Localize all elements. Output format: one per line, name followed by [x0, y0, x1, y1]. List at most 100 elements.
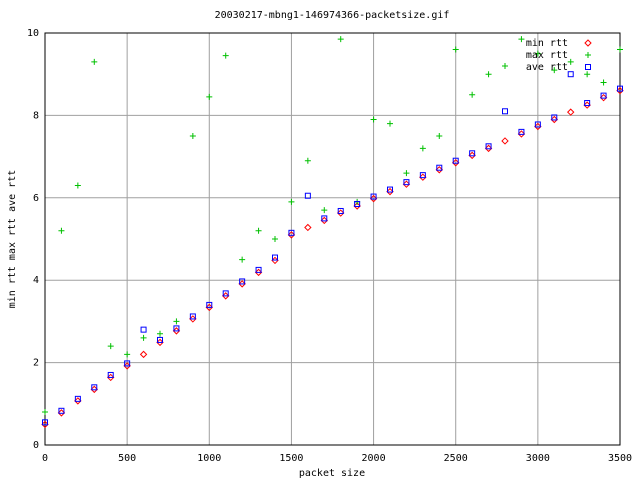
chart-title: 20030217-mbng1-146974366-packetsize.gif [215, 10, 450, 21]
point [617, 85, 623, 92]
point [534, 50, 541, 57]
point [222, 290, 229, 297]
point [469, 150, 476, 157]
point [321, 215, 328, 222]
x-tick-label: 3000 [526, 453, 550, 464]
point [255, 266, 262, 273]
point [419, 145, 426, 152]
point [534, 121, 541, 128]
point [74, 182, 81, 189]
point [91, 384, 98, 391]
point [140, 326, 147, 333]
point [469, 91, 476, 98]
point [452, 157, 459, 164]
point [403, 170, 410, 177]
point [518, 36, 525, 43]
point [107, 343, 114, 350]
point [189, 133, 196, 139]
point [173, 325, 180, 332]
point [436, 133, 443, 139]
point [452, 46, 459, 53]
y-tick-label: 6 [33, 193, 39, 204]
point [485, 71, 492, 78]
point [272, 254, 278, 261]
point [288, 229, 295, 236]
point [419, 172, 426, 179]
point [206, 93, 213, 100]
x-tick-label: 0 [42, 453, 48, 464]
x-axis-label: packet size [299, 468, 365, 479]
point [58, 227, 65, 234]
point [502, 108, 508, 115]
point [157, 336, 163, 343]
point [502, 62, 508, 69]
point [600, 92, 607, 99]
point [304, 157, 311, 164]
point [124, 360, 131, 367]
legend-marker [585, 64, 591, 70]
point [354, 200, 361, 207]
point [255, 227, 262, 234]
point [140, 334, 147, 341]
point [239, 256, 246, 263]
point [42, 409, 48, 416]
point [617, 46, 623, 53]
point [567, 71, 574, 78]
x-tick-label: 1500 [279, 453, 303, 464]
point [42, 419, 48, 426]
y-tick-label: 8 [33, 110, 39, 121]
point [222, 52, 229, 59]
legend-label: ave rtt [526, 62, 568, 73]
y-tick-label: 2 [33, 358, 39, 369]
point [189, 313, 196, 320]
point [107, 371, 114, 378]
point [58, 407, 65, 414]
point [370, 116, 377, 123]
y-tick-label: 4 [33, 275, 39, 286]
x-tick-label: 500 [118, 453, 136, 464]
x-tick-label: 1000 [197, 453, 221, 464]
plot-frame [44, 32, 621, 446]
legend-marker [585, 52, 591, 58]
point [337, 36, 344, 43]
point [485, 143, 492, 150]
point [337, 207, 344, 214]
point [124, 351, 131, 358]
point [551, 67, 558, 74]
point [567, 58, 574, 65]
legend-label: max rtt [526, 50, 568, 61]
point [584, 71, 591, 78]
point [139, 350, 148, 359]
point [304, 223, 312, 232]
point [518, 128, 525, 135]
point [91, 58, 98, 65]
point [436, 164, 443, 171]
point [567, 108, 575, 116]
y-tick-label: 0 [33, 440, 39, 451]
point [387, 120, 393, 127]
point [403, 179, 410, 186]
point [288, 198, 295, 205]
point [304, 192, 311, 199]
point [551, 114, 558, 121]
x-tick-label: 2000 [362, 453, 386, 464]
point [600, 79, 607, 86]
point [321, 207, 328, 214]
x-tick-label: 3500 [608, 453, 632, 464]
point [206, 301, 213, 308]
point [157, 330, 163, 337]
point [74, 395, 81, 402]
y-tick-label: 10 [27, 28, 39, 39]
point [501, 137, 509, 145]
point [239, 278, 246, 285]
point [584, 100, 591, 107]
point [387, 186, 393, 193]
point [272, 236, 278, 242]
legend-label: min rtt [526, 38, 568, 49]
y-axis-label: min rtt max rtt ave rtt [7, 170, 18, 308]
legend-marker [584, 39, 592, 47]
point [173, 318, 180, 325]
point [370, 193, 377, 200]
